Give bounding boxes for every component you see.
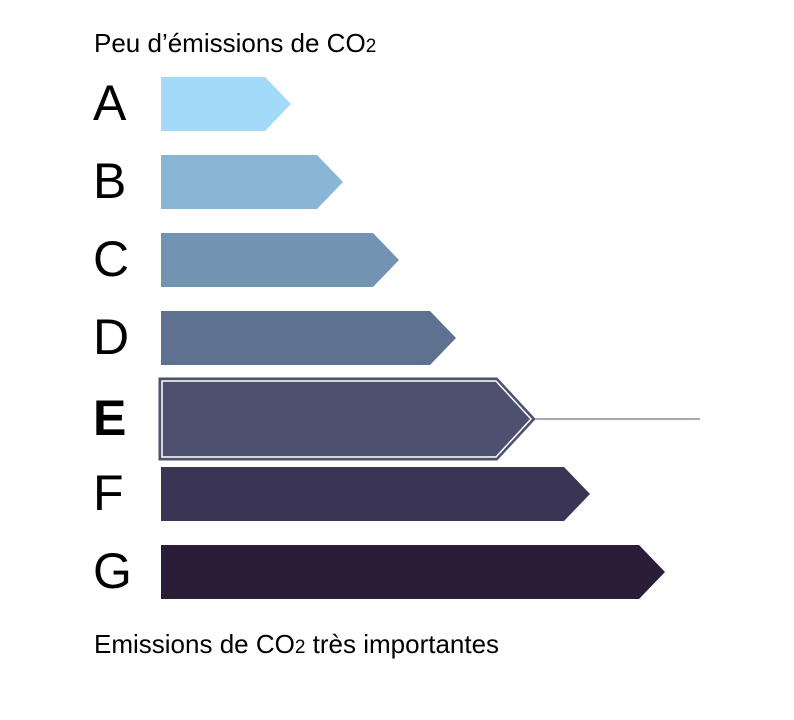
class-letter: C (93, 231, 129, 287)
class-letter: D (93, 309, 129, 365)
bottom-label-subscript: 2 (295, 637, 306, 658)
class-letter: G (93, 543, 132, 599)
class-arrow (158, 377, 536, 461)
class-arrow (161, 311, 456, 365)
class-arrow (161, 467, 590, 521)
top-label-subscript: 2 (366, 36, 377, 57)
bottom-label-text: très importantes (305, 629, 499, 659)
top-label: Peu d’émissions de CO2 (94, 28, 376, 58)
class-arrow (161, 77, 291, 131)
class-letter: F (93, 465, 124, 521)
class-arrow (161, 155, 343, 209)
class-arrow (161, 233, 399, 287)
bottom-label: Emissions de CO2 très importantes (94, 629, 499, 659)
bottom-label-text: Emissions de CO (94, 629, 295, 659)
class-letter: E (93, 390, 126, 446)
selected-border (161, 380, 533, 458)
class-letter: B (93, 153, 126, 209)
top-label-text: Peu d’émissions de CO (94, 28, 366, 58)
class-arrow (161, 545, 665, 599)
class-letter: A (93, 75, 127, 131)
